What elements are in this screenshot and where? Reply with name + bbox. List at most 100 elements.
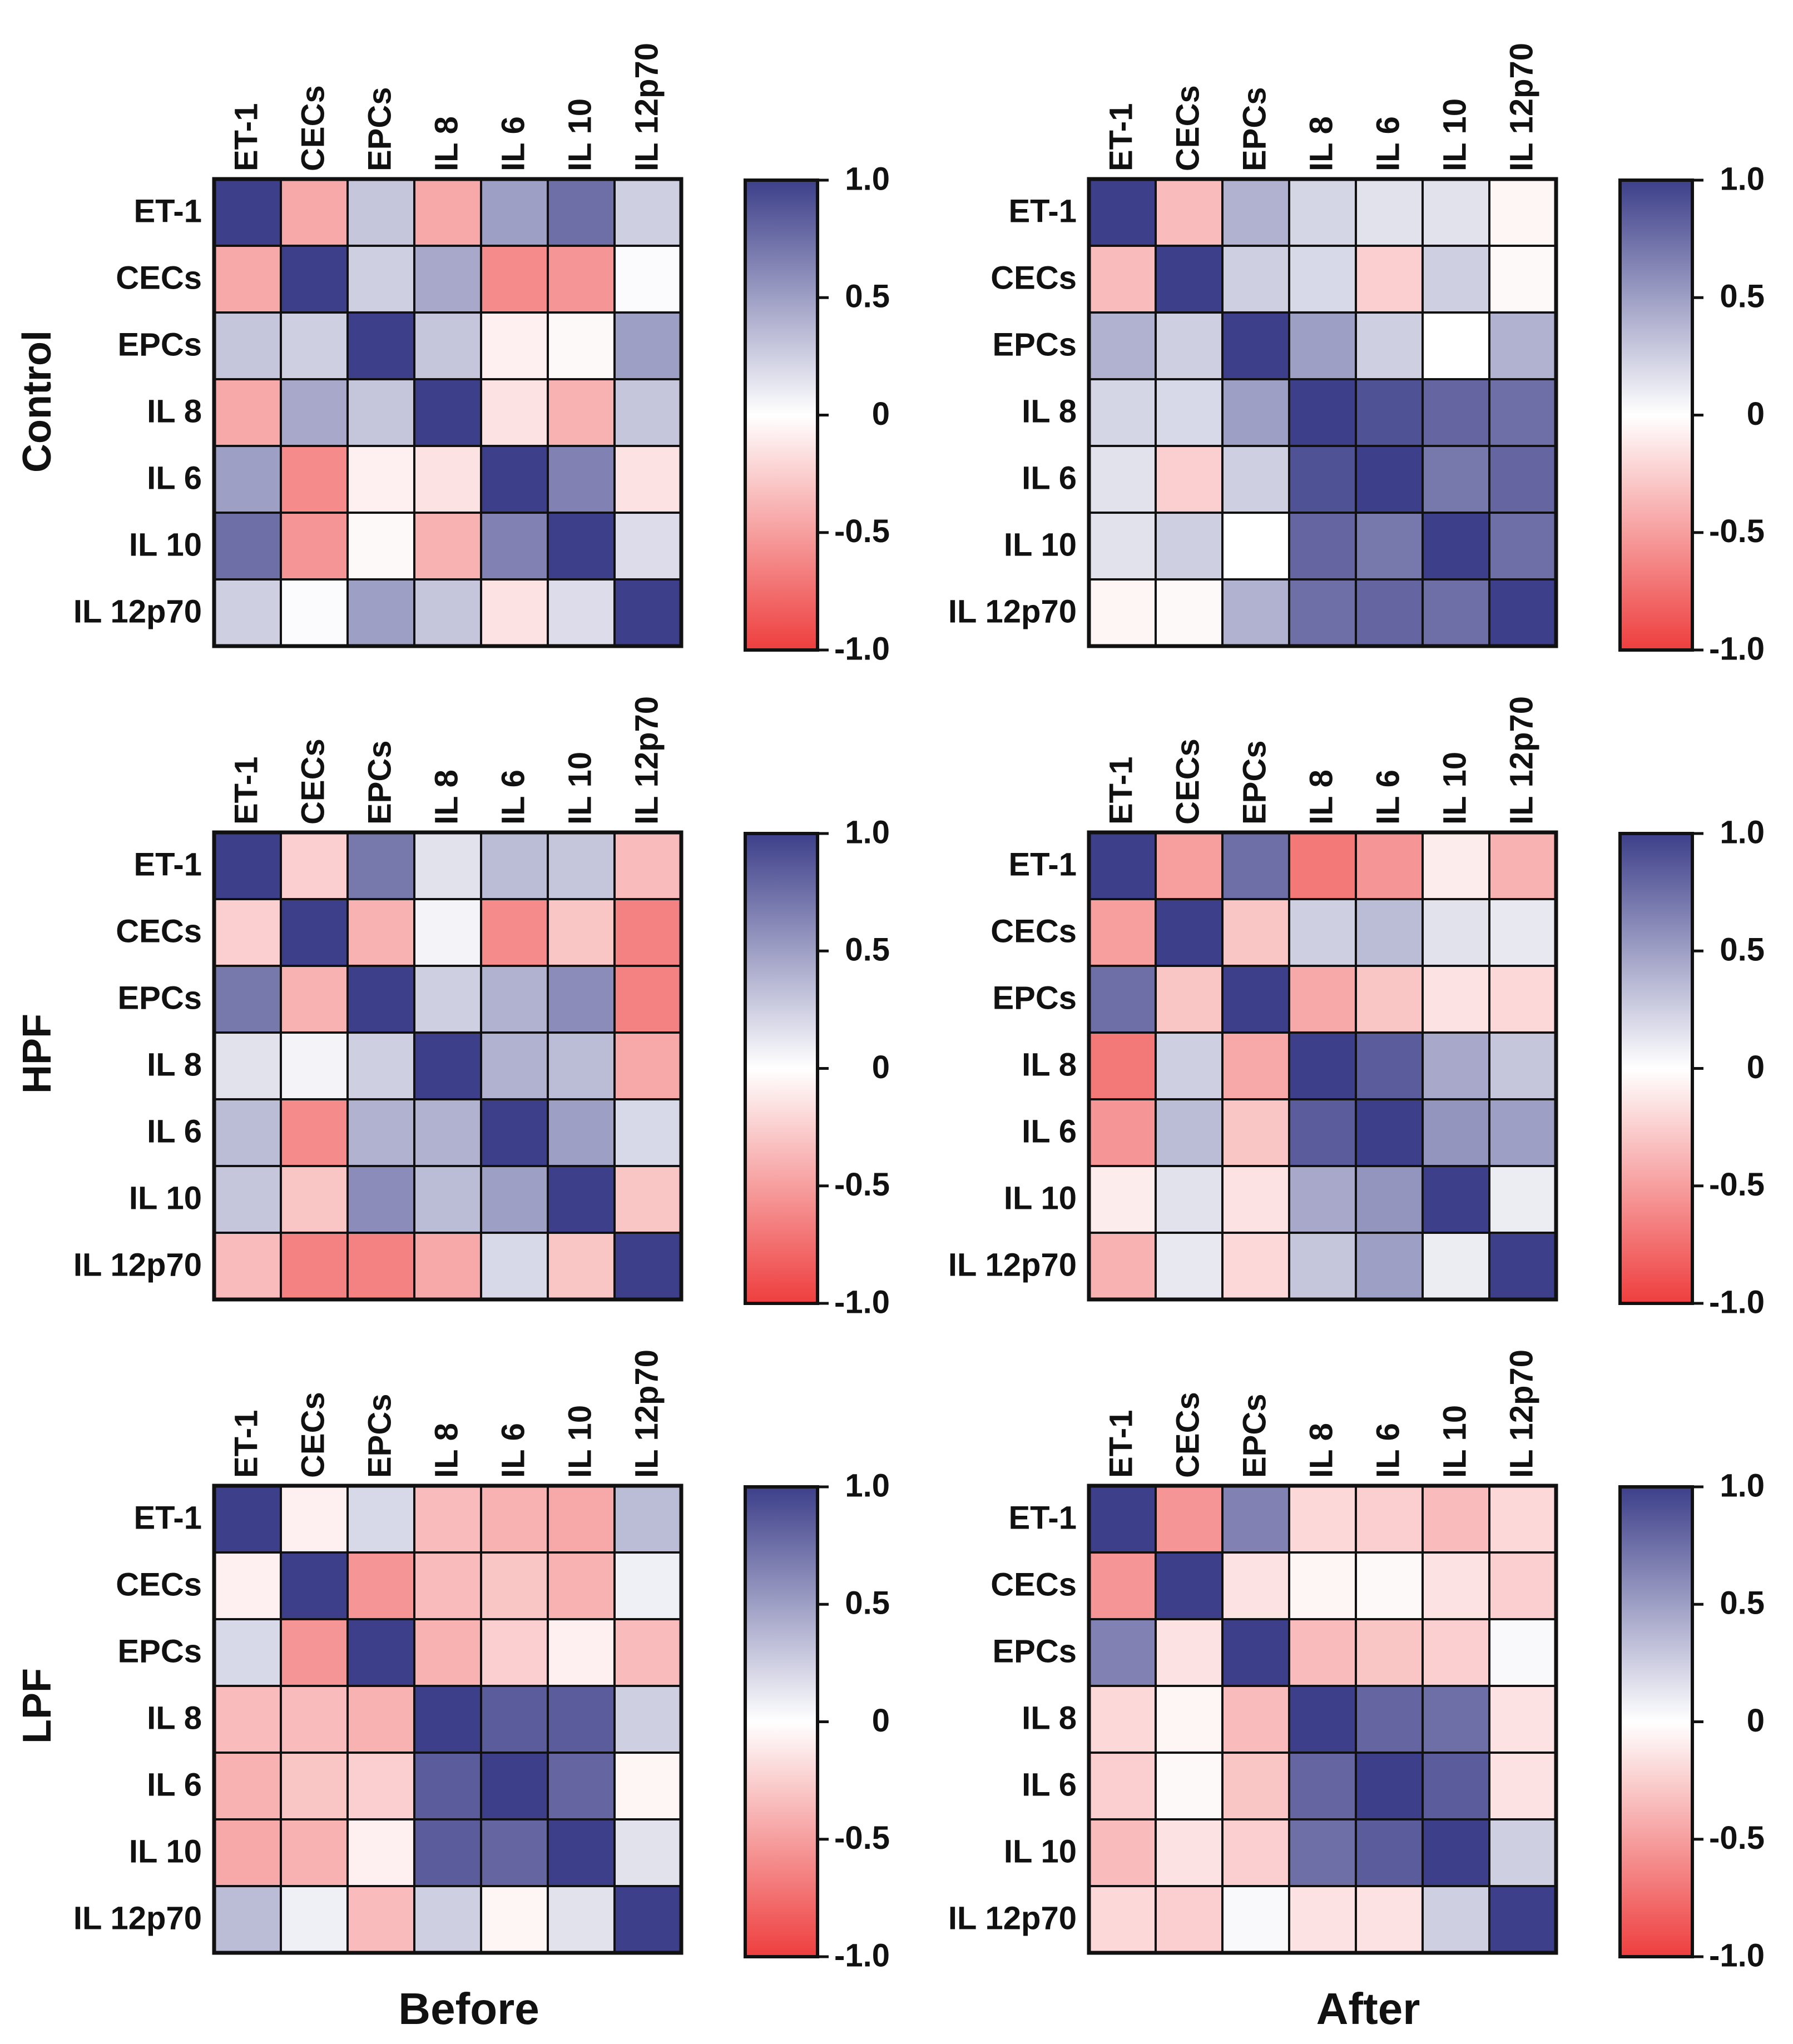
hpf-before-col-label-il-10: IL 10 [562,752,598,825]
control-before-cell-il-10-il-6 [480,512,549,581]
hpf-before-row-label-il-10: IL 10 [129,1180,202,1216]
control-after-cell-il-10-il-12p70 [1488,512,1557,581]
lpf-before-cell-il-10-il-8 [413,1818,482,1887]
control-after-colorbar [1618,178,1694,652]
control-before-cell-epcs-cecs [280,311,349,380]
hpf-after-col-label-il-8: IL 8 [1303,770,1339,825]
lpf-before-cell-cecs-il-8 [413,1551,482,1620]
control-after-col-label-il-8: IL 8 [1303,116,1339,171]
control-after-cell-epcs-il-6 [1355,311,1424,380]
hpf-after-cell-il-6-il-10 [1421,1098,1490,1167]
lpf-before-cell-il-10-il-6 [480,1818,549,1887]
lpf-before-cell-il-8-il-12p70 [613,1685,682,1754]
hpf-before-row-label-il-12p70: IL 12p70 [73,1247,202,1283]
control-before-cell-il-10-il-10 [547,512,616,581]
hpf-before-cell-il-12p70-il-10 [547,1232,616,1301]
lpf-after-cell-il-12p70-cecs [1155,1885,1224,1954]
hpf-before-grid-frame [212,830,683,1302]
hpf-before-cell-il-8-il-6 [480,1031,549,1100]
control-before-cell-il-12p70-il-8 [413,578,482,647]
lpf-before-cell-et-1-il-8 [413,1485,482,1554]
lpf-before-col-label-il-6: IL 6 [495,1423,531,1478]
control-before-cell-il-12p70-cecs [280,578,349,647]
hpf-after-cell-il-6-epcs [1221,1098,1290,1167]
hpf-before-cell-il-10-cecs [280,1165,349,1234]
lpf-before-colorbar [744,1485,819,1958]
hpf-before-cell-cecs-il-10 [547,898,616,967]
control-after-row-label-il-6: IL 6 [1022,460,1077,496]
hpf-after-col-label-il-6: IL 6 [1370,770,1406,825]
hpf-after-cell-cecs-il-6 [1355,898,1424,967]
hpf-before-cell-et-1-epcs [346,831,415,900]
hpf-before-col-label-il-6: IL 6 [495,770,531,825]
group-label-control: Control [15,330,60,473]
hpf-after-cell-et-1-il-12p70 [1488,831,1557,900]
control-after-cell-cecs-cecs [1155,245,1224,314]
lpf-after-cell-il-6-il-6 [1355,1752,1424,1820]
hpf-before-row-label-il-8: IL 8 [147,1046,202,1083]
lpf-after-cell-cecs-et-1 [1088,1551,1157,1620]
control-before-row-label-cecs: CECs [116,260,202,296]
control-before-cell-il-6-cecs [280,445,349,514]
hpf-before-colorbar-tick-label: 1.0 [845,814,890,850]
hpf-before-cell-cecs-il-6 [480,898,549,967]
lpf-before-colorbar-tick-label: -1.0 [834,1937,890,1973]
lpf-before-cell-cecs-epcs [346,1551,415,1620]
hpf-after-cell-il-6-cecs [1155,1098,1224,1167]
lpf-after-cell-il-12p70-il-10 [1421,1885,1490,1954]
control-after-col-label-il-12p70: IL 12p70 [1503,43,1539,171]
lpf-before-cell-cecs-il-12p70 [613,1551,682,1620]
control-before-colorbar-tick-label: 1.0 [845,161,890,197]
control-after-cell-et-1-et-1 [1088,178,1157,247]
lpf-after-cell-et-1-cecs [1155,1485,1224,1554]
hpf-after-cell-epcs-epcs [1221,965,1290,1034]
lpf-before-cell-il-10-et-1 [213,1818,282,1887]
control-before-col-label-il-10: IL 10 [562,98,598,171]
lpf-after-cell-cecs-il-10 [1421,1551,1490,1620]
control-after-cell-il-8-cecs [1155,378,1224,447]
hpf-before-cell-il-6-il-6 [480,1098,549,1167]
hpf-after-cell-il-10-il-10 [1421,1165,1490,1234]
hpf-before-cell-il-12p70-epcs [346,1232,415,1301]
hpf-before-row-label-cecs: CECs [116,913,202,949]
control-after-cell-il-8-epcs [1221,378,1290,447]
lpf-before-cell-il-8-il-8 [413,1685,482,1754]
lpf-before-row-label-cecs: CECs [116,1566,202,1603]
hpf-before-cell-epcs-et-1 [213,965,282,1034]
lpf-after-cell-epcs-il-8 [1288,1618,1357,1687]
lpf-before-cell-il-12p70-il-8 [413,1885,482,1954]
hpf-before-cell-et-1-il-12p70 [613,831,682,900]
control-before-cell-cecs-il-8 [413,245,482,314]
lpf-before-cell-il-6-epcs [346,1752,415,1820]
hpf-before-cell-il-6-il-12p70 [613,1098,682,1167]
control-before-cell-cecs-et-1 [213,245,282,314]
control-after-row-label-il-12p70: IL 12p70 [948,593,1077,629]
lpf-before-row-label-il-12p70: IL 12p70 [73,1900,202,1936]
lpf-before-cell-il-10-cecs [280,1818,349,1887]
control-after-cell-et-1-il-12p70 [1488,178,1557,247]
hpf-before-cell-il-12p70-et-1 [213,1232,282,1301]
control-before-row-label-et-1: ET-1 [134,193,202,229]
hpf-before-col-label-il-12p70: IL 12p70 [628,696,665,825]
hpf-after-cell-epcs-il-6 [1355,965,1424,1034]
hpf-before-cell-epcs-il-12p70 [613,965,682,1034]
control-before-cell-et-1-il-10 [547,178,616,247]
control-before-cell-il-10-et-1 [213,512,282,581]
lpf-before-cell-il-12p70-il-10 [547,1885,616,1954]
hpf-after-cell-il-6-et-1 [1088,1098,1157,1167]
hpf-after-colorbar-tick-label: 0.5 [1720,932,1765,968]
lpf-before-cell-il-6-et-1 [213,1752,282,1820]
control-before-cell-et-1-il-6 [480,178,549,247]
lpf-after-cell-et-1-et-1 [1088,1485,1157,1554]
hpf-before-colorbar-tick-label: 0 [872,1049,890,1085]
control-after-row-label-il-10: IL 10 [1004,527,1077,563]
hpf-after-colorbar-tick-label: -1.0 [1709,1284,1765,1320]
hpf-before-cell-et-1-il-8 [413,831,482,900]
control-before-col-label-il-12p70: IL 12p70 [628,43,665,171]
lpf-before-cell-et-1-il-12p70 [613,1485,682,1554]
hpf-after-cell-il-10-il-12p70 [1488,1165,1557,1234]
lpf-after-col-label-epcs: EPCs [1236,1393,1272,1478]
lpf-after-cell-epcs-epcs [1221,1618,1290,1687]
hpf-after-cell-il-8-il-10 [1421,1031,1490,1100]
hpf-before-cell-il-8-epcs [346,1031,415,1100]
